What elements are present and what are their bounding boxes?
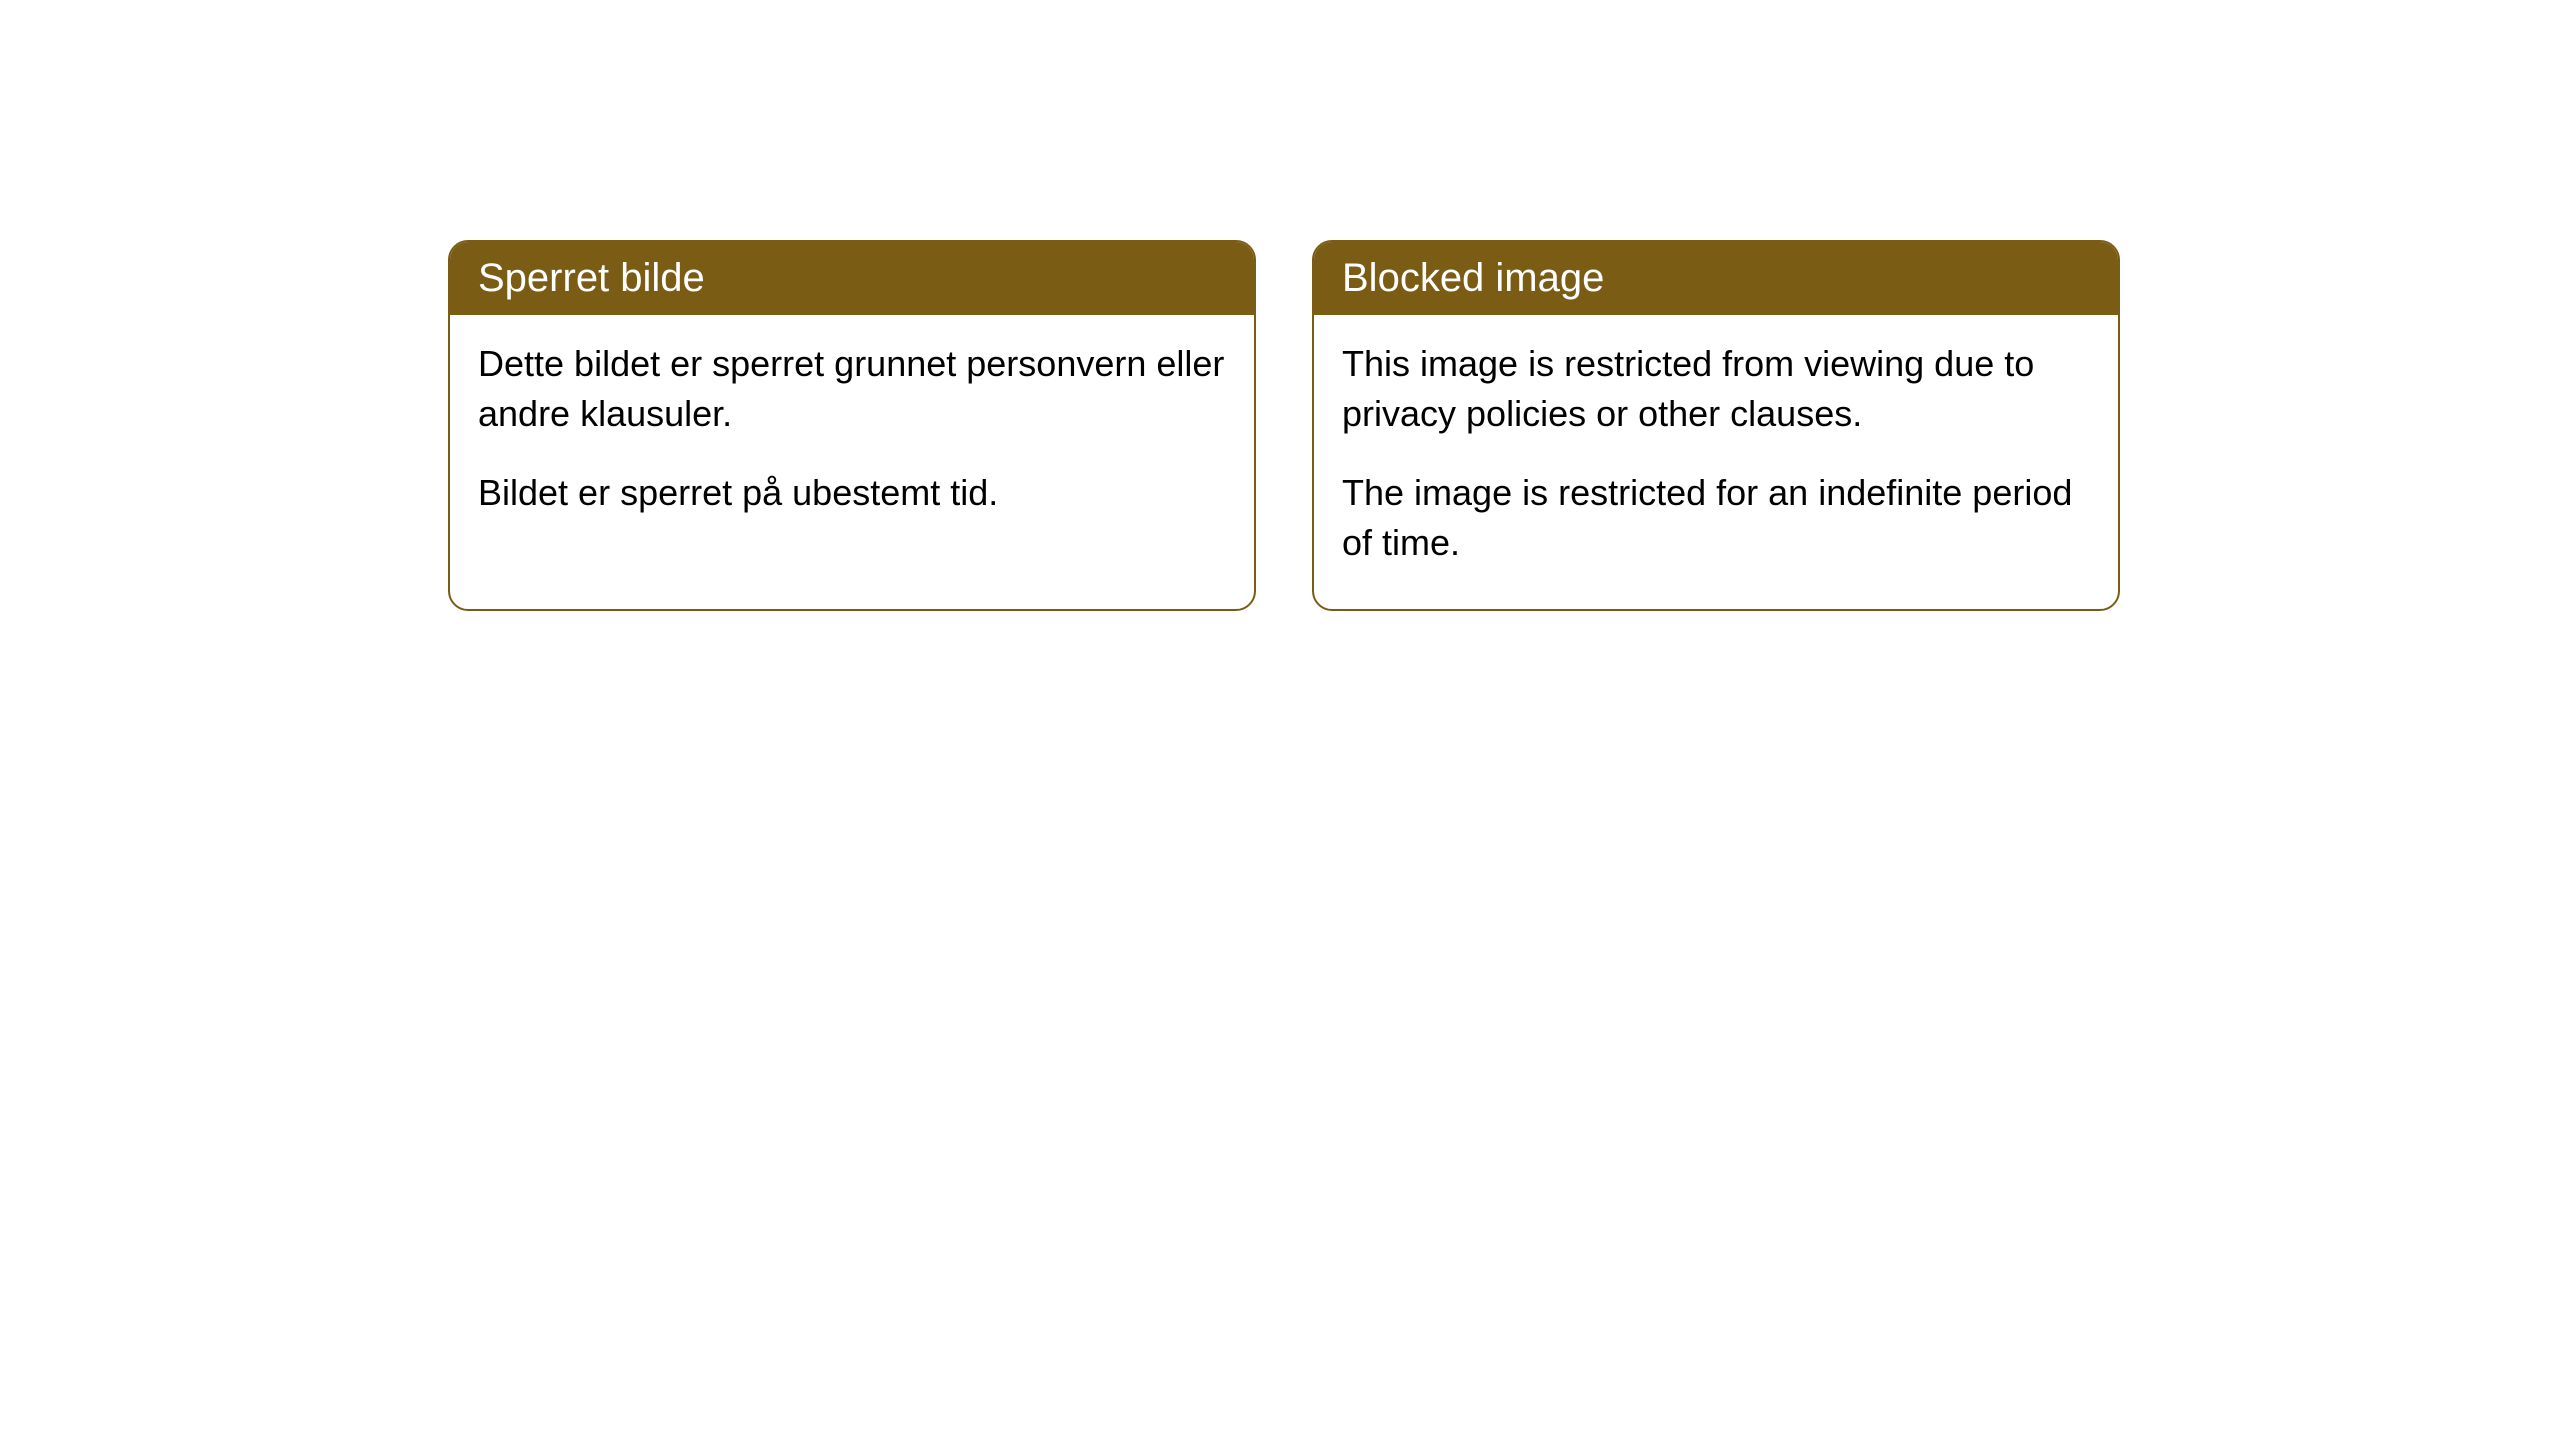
notice-cards-container: Sperret bilde Dette bildet er sperret gr…	[448, 240, 2120, 611]
card-header: Sperret bilde	[450, 242, 1254, 315]
notice-card-english: Blocked image This image is restricted f…	[1312, 240, 2120, 611]
card-paragraph: The image is restricted for an indefinit…	[1342, 468, 2090, 569]
card-paragraph: Bildet er sperret på ubestemt tid.	[478, 468, 1226, 518]
card-paragraph: This image is restricted from viewing du…	[1342, 339, 2090, 440]
notice-card-norwegian: Sperret bilde Dette bildet er sperret gr…	[448, 240, 1256, 611]
card-body: This image is restricted from viewing du…	[1314, 315, 2118, 609]
card-paragraph: Dette bildet er sperret grunnet personve…	[478, 339, 1226, 440]
card-body: Dette bildet er sperret grunnet personve…	[450, 315, 1254, 558]
card-title: Blocked image	[1342, 256, 1604, 300]
card-title: Sperret bilde	[478, 256, 705, 300]
card-header: Blocked image	[1314, 242, 2118, 315]
